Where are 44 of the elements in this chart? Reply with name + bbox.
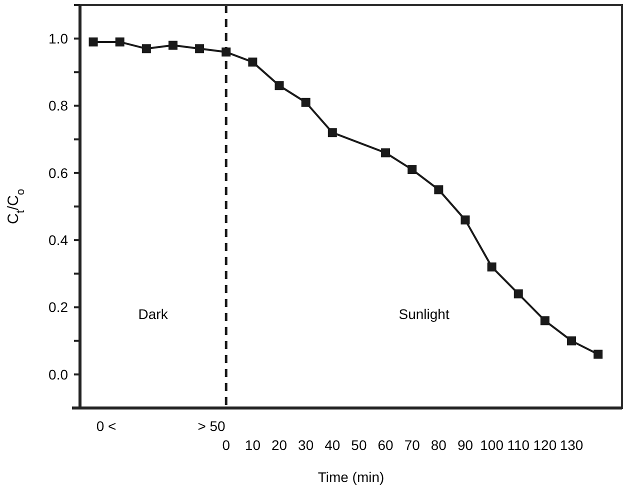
x-tick-label: 130 bbox=[560, 437, 584, 453]
point bbox=[487, 262, 496, 272]
text: 0 < bbox=[96, 418, 116, 434]
point bbox=[142, 44, 151, 54]
x-tick-label: 120 bbox=[533, 437, 557, 453]
point bbox=[168, 40, 178, 50]
y-tick-label: 0.0 bbox=[48, 366, 68, 382]
point bbox=[222, 48, 231, 57]
point bbox=[434, 185, 444, 194]
annotation: Sunlight bbox=[398, 306, 450, 322]
x-tick-label: 90 bbox=[457, 437, 474, 453]
point bbox=[115, 37, 124, 46]
point bbox=[328, 128, 337, 138]
point bbox=[195, 44, 204, 54]
x-tick-label: 10 bbox=[244, 437, 261, 453]
point bbox=[381, 148, 390, 158]
y-tick-label: 0.6 bbox=[48, 164, 68, 181]
x-axis-title: Time (min) bbox=[318, 469, 384, 485]
point bbox=[408, 165, 417, 174]
x-tick-label: 100 bbox=[480, 437, 504, 453]
point bbox=[540, 316, 550, 326]
text: > 50 bbox=[198, 418, 226, 434]
point bbox=[301, 98, 310, 107]
x-tick-label: 0 bbox=[222, 437, 230, 453]
point bbox=[514, 289, 523, 298]
point bbox=[567, 336, 576, 346]
x-tick-label: 50 bbox=[351, 437, 367, 453]
y-tick-label: 0.4 bbox=[48, 232, 68, 248]
x-tick-label: 80 bbox=[430, 437, 447, 453]
x-tick-label: 70 bbox=[404, 437, 420, 453]
y-tick-label: 0.8 bbox=[48, 98, 68, 114]
x-tick-label: 110 bbox=[507, 437, 530, 453]
point bbox=[460, 215, 470, 224]
y-tick-label: 0.2 bbox=[48, 299, 68, 316]
x-tick-label: 60 bbox=[378, 437, 394, 453]
point bbox=[248, 58, 258, 67]
annotation: Dark bbox=[138, 306, 169, 322]
x-tick-label: 30 bbox=[298, 437, 314, 453]
x-tick-label: 40 bbox=[324, 437, 340, 453]
point bbox=[88, 37, 98, 46]
point bbox=[274, 81, 284, 90]
point bbox=[594, 350, 603, 359]
y-tick-label: 1.0 bbox=[48, 30, 68, 46]
x-tick-label: 20 bbox=[271, 437, 288, 453]
